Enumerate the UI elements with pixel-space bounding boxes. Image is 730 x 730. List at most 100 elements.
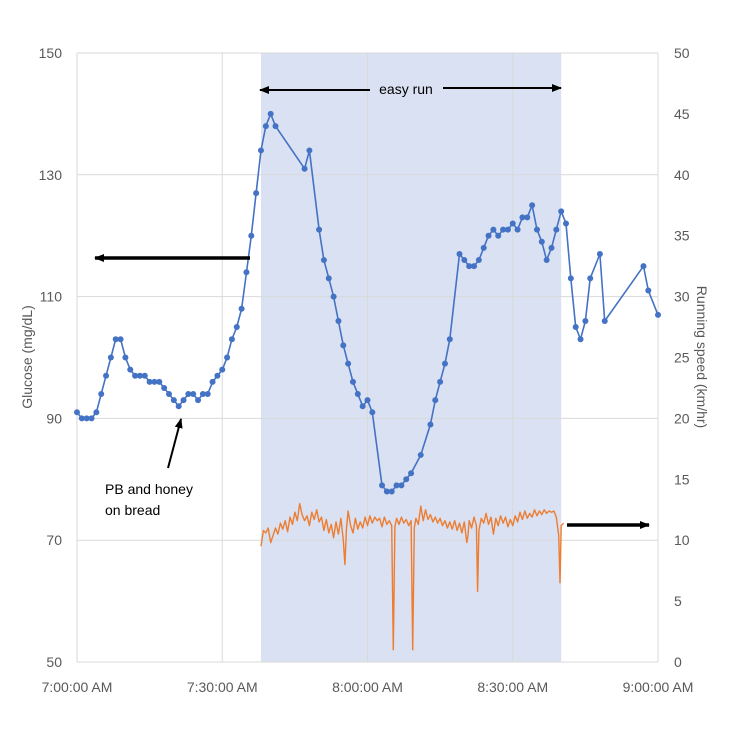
glucose-point xyxy=(88,415,95,422)
glucose-point xyxy=(466,263,473,270)
glucose-point xyxy=(112,336,119,343)
glucose-point xyxy=(233,324,240,331)
glucose-point xyxy=(132,372,139,379)
x-tick-label: 8:00:00 AM xyxy=(332,679,403,695)
glucose-point xyxy=(475,257,482,264)
glucose-point xyxy=(199,391,206,398)
glucose-point xyxy=(267,110,274,117)
glucose-point xyxy=(170,397,177,404)
glucose-point xyxy=(330,293,337,300)
glucose-point xyxy=(165,391,172,398)
glucose-point xyxy=(538,238,545,245)
glucose-point xyxy=(204,391,211,398)
glucose-point xyxy=(306,147,313,154)
glucose-point xyxy=(495,232,502,239)
glucose-point xyxy=(117,336,124,343)
y-tick-label-left: 110 xyxy=(40,289,63,305)
glucose-point xyxy=(248,232,255,239)
glucose-point xyxy=(214,372,221,379)
y-tick-label-right: 35 xyxy=(674,228,690,244)
glucose-point xyxy=(83,415,90,422)
glucose-point xyxy=(243,269,250,276)
glucose-point xyxy=(156,378,163,385)
glucose-point xyxy=(490,226,497,233)
glucose-point xyxy=(364,397,371,404)
glucose-point xyxy=(509,220,516,227)
glucose-point xyxy=(224,354,231,361)
glucose-point xyxy=(403,476,410,483)
glucose-point xyxy=(456,250,463,257)
glucose-point xyxy=(601,317,608,324)
glucose-point xyxy=(180,397,187,404)
glucose-point xyxy=(93,409,100,416)
glucose-point xyxy=(582,317,589,324)
running-speed-series xyxy=(260,503,565,651)
glucose-point xyxy=(432,397,439,404)
glucose-point xyxy=(136,372,143,379)
glucose-point xyxy=(175,403,182,410)
x-tick-label: 7:30:00 AM xyxy=(187,679,258,695)
glucose-point xyxy=(354,391,361,398)
glucose-point xyxy=(519,214,526,221)
y-tick-label-right: 45 xyxy=(674,106,690,122)
glucose-point xyxy=(408,470,415,477)
glucose-point xyxy=(533,226,540,233)
glucose-point xyxy=(640,263,647,270)
y-tick-label-right: 15 xyxy=(674,471,690,487)
y-tick-label-right: 5 xyxy=(674,593,682,609)
glucose-point xyxy=(98,391,105,398)
gridlines xyxy=(76,52,659,663)
glucose-point xyxy=(185,391,192,398)
x-tick-label: 8:30:00 AM xyxy=(477,679,548,695)
glucose-point xyxy=(253,190,260,197)
glucose-point xyxy=(325,275,332,282)
glucose-point xyxy=(345,360,352,367)
glucose-point xyxy=(161,384,168,391)
y-axis-title-left: Glucose (mg/dL) xyxy=(19,305,35,408)
glucose-point xyxy=(543,257,550,264)
y-axis-title-right: Running speed (km/hr) xyxy=(694,286,710,428)
glucose-point xyxy=(446,336,453,343)
x-tick-label: 7:00:00 AM xyxy=(42,679,113,695)
y-tick-label-right: 40 xyxy=(674,167,690,183)
y-tick-label-right: 0 xyxy=(674,654,682,670)
y-tick-label-right: 30 xyxy=(674,289,690,305)
glucose-point xyxy=(262,123,269,130)
glucose-point xyxy=(524,214,531,221)
pb-honey-label-line1: PB and honey xyxy=(105,481,193,497)
y-tick-label-left: 70 xyxy=(46,532,62,548)
running-speed-line xyxy=(260,503,565,651)
glucose-point xyxy=(563,220,570,227)
glucose-point xyxy=(238,305,245,312)
glucose-point xyxy=(103,372,110,379)
glucose-point xyxy=(587,275,594,282)
glucose-series xyxy=(74,110,661,495)
glucose-point xyxy=(359,403,366,410)
glucose-point xyxy=(558,208,565,215)
glucose-point xyxy=(393,482,400,489)
glucose-point xyxy=(529,202,536,209)
glucose-point xyxy=(398,482,405,489)
glucose-point xyxy=(427,421,434,428)
glucose-point xyxy=(388,488,395,495)
glucose-point xyxy=(383,488,390,495)
glucose-point xyxy=(209,378,216,385)
glucose-point xyxy=(485,232,492,239)
glucose-point xyxy=(514,226,521,233)
glucose-point xyxy=(219,366,226,373)
glucose-point xyxy=(553,226,560,233)
right-y-tick-labels: 0 5 10 15 20 25 30 35 40 45 50 xyxy=(674,45,690,670)
glucose-point xyxy=(335,317,342,324)
glucose-point xyxy=(379,482,386,489)
glucose-point xyxy=(146,378,153,385)
y-tick-label-right: 10 xyxy=(674,532,690,548)
glucose-point xyxy=(504,226,511,233)
glucose-point xyxy=(349,378,356,385)
pb-honey-label-line2: on bread xyxy=(105,502,160,518)
y-tick-label-right: 50 xyxy=(674,45,690,61)
glucose-point xyxy=(316,226,323,233)
glucose-point xyxy=(74,409,80,416)
glucose-point xyxy=(195,397,202,404)
glucose-point xyxy=(340,342,347,349)
